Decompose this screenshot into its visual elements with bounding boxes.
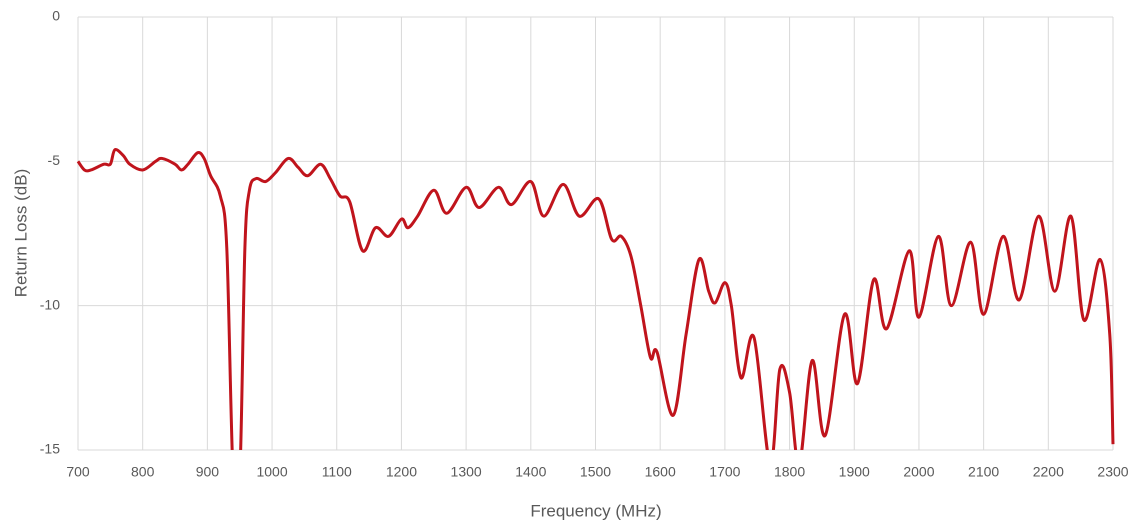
y-tick-label: -10: [40, 296, 60, 312]
y-tick-label: -5: [48, 152, 61, 168]
x-tick-label: 1500: [580, 464, 611, 480]
x-tick-label: 1400: [515, 464, 546, 480]
y-tick-label: -15: [40, 441, 60, 457]
x-tick-label: 2200: [1033, 464, 1064, 480]
x-tick-label: 1700: [709, 464, 740, 480]
x-tick-label: 700: [66, 464, 90, 480]
x-tick-label: 1000: [256, 464, 287, 480]
x-tick-label: 2300: [1097, 464, 1128, 480]
x-axis-title: Frequency (MHz): [530, 501, 661, 520]
x-tick-label: 1300: [451, 464, 482, 480]
x-tick-label: 2000: [903, 464, 934, 480]
x-tick-label: 1100: [322, 464, 352, 480]
x-tick-label: 1600: [645, 464, 676, 480]
y-tick-label: 0: [52, 8, 60, 24]
x-tick-label: 900: [196, 464, 220, 480]
y-axis-title: Return Loss (dB): [11, 169, 30, 298]
x-tick-label: 1200: [386, 464, 417, 480]
x-tick-label: 1900: [839, 464, 870, 480]
plot-area: [76, 148, 1115, 450]
x-tick-label: 1800: [774, 464, 805, 480]
line: [76, 148, 1115, 450]
x-tick-label: 2100: [968, 464, 999, 480]
x-tick-label: 800: [131, 464, 155, 480]
